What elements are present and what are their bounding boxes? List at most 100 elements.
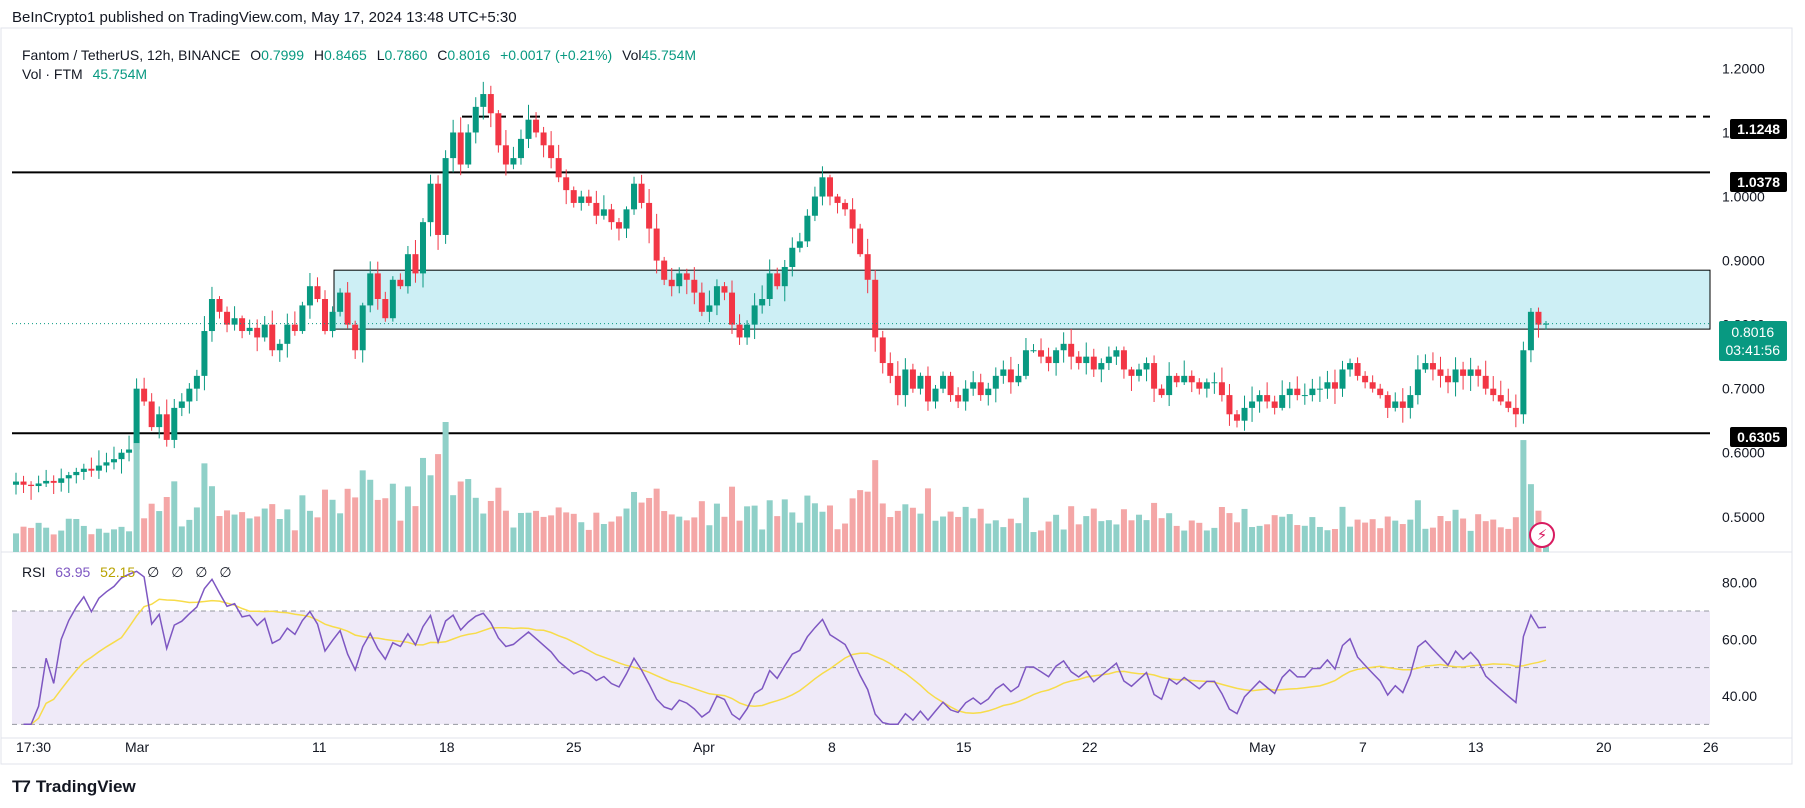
volume-bar [163,497,170,552]
volume-bar [1075,524,1082,552]
volume-bar [631,491,638,552]
candle-body [1203,382,1210,389]
volume-bar [1256,525,1263,552]
volume-bar [736,520,743,552]
volume-bar [208,486,215,552]
volume-bar [1429,527,1436,552]
candle-body [1083,356,1090,364]
volume-bar [646,497,653,552]
tradingview-logo-icon: T7 [12,777,31,796]
candle-body [1452,369,1459,383]
candle-body [1497,395,1504,402]
volume-bar [1128,520,1135,552]
candle-body [208,299,215,332]
volume-bar [540,516,547,552]
candle-body [615,222,622,229]
volume-bar [955,516,962,552]
volume-bar [1241,508,1248,552]
volume-bar [231,514,238,552]
volume-legend[interactable]: Vol · FTM 45.754M [22,66,147,82]
volume-bar [661,511,668,552]
candle-body [955,395,962,402]
candle-body [1233,414,1240,421]
volume-bar [344,488,351,552]
candle-body [216,299,223,312]
volume-bar [314,517,321,552]
volume-bar [126,531,133,552]
volume-bar [322,489,329,552]
candle-body [193,375,200,389]
symbol-title[interactable]: Fantom / TetherUS, 12h, BINANCE [22,47,241,63]
volume-bar [1377,528,1384,552]
candle-body [397,279,404,287]
volume-bar [676,516,683,552]
volume-bar [593,512,600,552]
candle-body [480,94,487,107]
volume-bar [1384,516,1391,552]
lightning-icon[interactable]: ⚡ [1529,522,1555,548]
volume-bar [1339,506,1346,552]
candle-body [842,202,849,210]
candle-body [88,468,95,471]
candle-body [1136,369,1143,376]
high-label: H [313,47,325,63]
volume-bar [1166,513,1173,552]
candle-body [374,273,381,300]
publisher-caption: BeInCrypto1 published on TradingView.com… [12,9,517,26]
price-axis-tick: 0.6000 [1722,445,1765,461]
volume-bar [1015,523,1022,552]
rsi-label: RSI [22,564,46,580]
candle-body [1324,382,1331,389]
candle-body [80,468,87,472]
candle-body [1211,382,1218,384]
candle-body [902,369,909,396]
volume-bar [819,511,826,552]
candle-body [924,375,931,402]
candle-body [713,286,720,306]
volume-bar [1090,508,1097,552]
volume-bar [337,513,344,552]
candle-body [766,273,773,300]
volume-bar [80,525,87,552]
volume-bar [1437,516,1444,552]
volume-bar [1173,525,1180,552]
candle-body [1218,382,1225,396]
volume-bar [261,508,268,552]
volume-bar [804,495,811,552]
volume-bar [148,503,155,552]
candle-body [826,177,833,197]
candle-body [472,106,479,133]
candle-body [1090,356,1097,370]
candle-body [796,241,803,248]
rsi-legend[interactable]: RSI 63.95 52.15 ∅ ∅ ∅ ∅ [22,564,232,581]
volume-bar [156,511,163,552]
rsi-ma-value: 52.15 [100,564,136,580]
rsi-axis-tick: 40.00 [1722,688,1757,704]
candle-body [28,484,35,487]
volume-bar [1264,524,1271,552]
candle-body [329,311,336,332]
volume-bar [465,479,472,552]
volume-bar [533,510,540,552]
price-axis-tick: 1.0000 [1722,189,1765,205]
volume-bar [1136,514,1143,552]
rsi-na-2: ∅ [171,564,184,580]
volume-bar [608,521,615,552]
candle-body [1347,363,1354,370]
candle-body [970,382,977,389]
candle-body [1331,382,1338,389]
volume-bar [1354,519,1361,552]
volume-bar [1045,521,1052,552]
time-axis-tick: Apr [693,739,715,755]
candle-body [698,292,705,312]
candle-body [1053,350,1060,364]
volume-bar [1369,519,1376,552]
candle-body [864,254,871,280]
volume-bar [917,513,924,552]
tradingview-brand[interactable]: T7 TradingView [12,777,136,797]
candle-body [359,305,366,351]
candle-body [1460,369,1467,376]
volume-bar [1233,522,1240,552]
volume-bar [706,525,713,552]
